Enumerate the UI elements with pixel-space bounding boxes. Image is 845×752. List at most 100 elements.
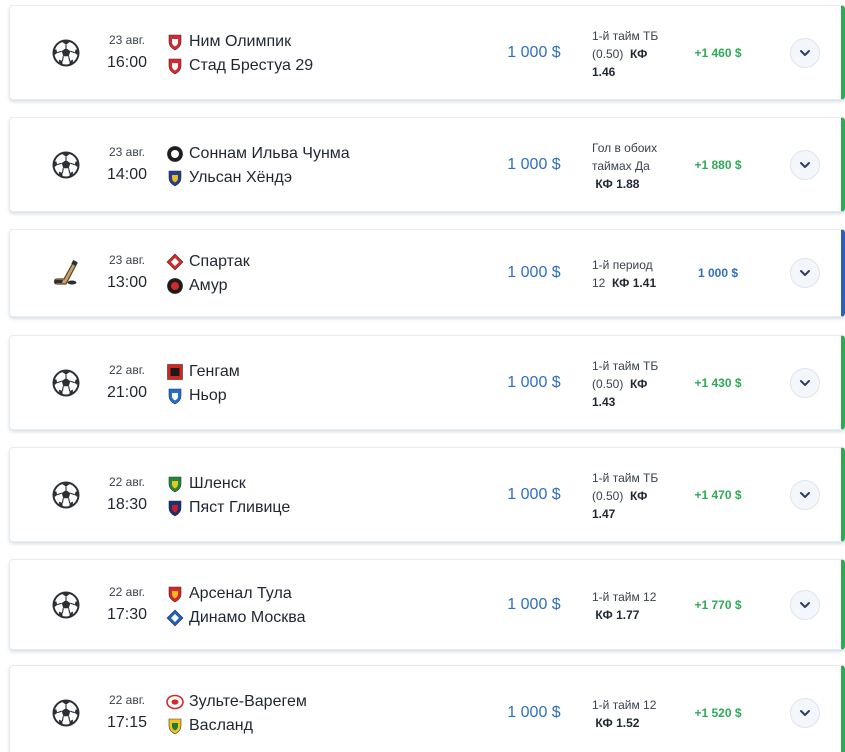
team-name: Генгам	[189, 362, 240, 380]
bet-line: таймах Да	[592, 158, 650, 173]
payout-amount: +1 470 $	[694, 487, 742, 502]
chevron-down-icon	[798, 158, 812, 172]
away-team: Стад Брестуа 29	[166, 55, 313, 77]
bet-card[interactable]: 22 авг. 18:30 Шленск Пяст Гливице 1 000 $ 1-й…	[9, 447, 845, 542]
expand-button[interactable]	[790, 589, 820, 620]
payout-amount: +1 880 $	[694, 157, 742, 172]
team-logo-icon	[166, 499, 184, 517]
match-date: 22 авг.	[109, 584, 145, 599]
bet-card[interactable]: 22 авг. 17:15 Зульте-Варегем Васланд 1 000 $…	[9, 665, 845, 752]
home-team: Зульте-Варегем	[166, 691, 307, 713]
team-name: Зульте-Варегем	[189, 692, 307, 710]
payout-amount: +1 430 $	[694, 375, 742, 390]
team-logo-icon	[166, 475, 184, 493]
chevron-down-icon	[798, 376, 812, 390]
expand-button[interactable]	[790, 258, 820, 288]
team-name: Ньор	[189, 386, 227, 404]
team-name: Васланд	[189, 716, 253, 734]
expand-button[interactable]	[790, 37, 820, 68]
match-date: 22 авг.	[109, 474, 145, 489]
match-time: 16:00	[106, 53, 148, 71]
team-logo-icon	[166, 717, 184, 735]
football-icon	[52, 369, 80, 397]
team-logo-icon	[166, 693, 184, 711]
away-team: Динамо Москва	[166, 607, 305, 629]
bet-line: 1.47	[592, 506, 616, 521]
football-icon	[52, 481, 80, 509]
team-name: Пяст Гливице	[189, 498, 291, 516]
team-logo-icon	[166, 169, 184, 187]
chevron-down-icon	[798, 598, 812, 612]
bet-line: (0.50) КФ	[592, 376, 648, 391]
away-team: Ньор	[166, 385, 227, 407]
home-team: Арсенал Тула	[166, 583, 292, 605]
stake-amount: 1 000 $	[507, 485, 561, 503]
team-logo-icon	[166, 253, 184, 271]
team-logo-icon	[166, 609, 184, 627]
bet-card[interactable]: 23 авг. 14:00 Соннам Ильва Чунма Ульсан Хён…	[9, 117, 845, 212]
hockey-stick-icon	[52, 259, 80, 287]
team-name: Амур	[189, 277, 228, 294]
bet-card[interactable]: 23 авг. 16:00 Ним Олимпик Стад Брестуа 29 1 …	[9, 5, 845, 100]
match-time: 21:00	[106, 383, 148, 401]
payout-amount: +1 770 $	[694, 597, 742, 612]
team-logo-icon	[166, 585, 184, 603]
bet-line: 12 КФ 1.41	[592, 276, 657, 290]
expand-button[interactable]	[790, 697, 820, 728]
bet-line: КФ 1.88	[595, 176, 640, 191]
away-team: Васланд	[166, 715, 253, 737]
expand-button[interactable]	[790, 149, 820, 180]
team-name: Стад Брестуа 29	[189, 56, 314, 74]
payout-amount: +1 460 $	[694, 45, 742, 60]
team-logo-icon	[166, 387, 184, 405]
stake-amount: 1 000 $	[507, 373, 561, 391]
team-logo-icon	[166, 145, 184, 163]
match-time: 17:15	[106, 713, 148, 731]
away-team: Ульсан Хёндэ	[166, 167, 292, 189]
bet-description: 1-й период 12 КФ 1.41	[592, 256, 682, 292]
home-team: Шленск	[166, 473, 246, 495]
match-time: 13:00	[106, 274, 148, 291]
match-date: 23 авг.	[109, 144, 145, 159]
expand-button[interactable]	[790, 479, 820, 510]
bet-line: 1-й тайм ТБ	[592, 470, 659, 485]
expand-button[interactable]	[790, 367, 820, 398]
team-name: Арсенал Тула	[189, 584, 292, 602]
bet-line: 1.46	[592, 64, 616, 79]
team-name: Соннам Ильва Чунма	[189, 144, 350, 162]
bet-line: (0.50) КФ	[592, 488, 648, 503]
bet-card[interactable]: 22 авг. 21:00 Генгам Ньор 1 000 $ 1-й тайм ТБ…	[9, 335, 845, 430]
bet-line: 1.43	[592, 394, 616, 409]
match-time: 14:00	[106, 165, 148, 183]
bet-card[interactable]: 23 авг. 13:00 Спартак Амур 1 000 $ 1-й период…	[9, 229, 845, 317]
chevron-down-icon	[798, 46, 812, 60]
team-logo-icon	[166, 277, 184, 295]
stake-amount: 1 000 $	[507, 264, 561, 281]
team-name: Ним Олимпик	[189, 32, 292, 50]
bet-line: 1-й тайм 12	[592, 697, 657, 712]
stake-amount: 1 000 $	[507, 155, 561, 173]
football-icon	[52, 591, 80, 619]
bet-line: КФ 1.77	[595, 607, 640, 622]
match-date: 22 авг.	[109, 692, 145, 707]
home-team: Спартак	[166, 251, 250, 273]
bet-description: 1-й тайм 12 КФ 1.77	[592, 588, 682, 624]
bet-description: 1-й тайм ТБ (0.50) КФ 1.46	[592, 27, 682, 81]
payout-amount: 1 000 $	[697, 266, 739, 280]
home-team: Ним Олимпик	[166, 31, 291, 53]
stake-amount: 1 000 $	[507, 43, 561, 61]
chevron-down-icon	[798, 488, 812, 502]
bet-description: 1-й тайм ТБ (0.50) КФ 1.47	[592, 469, 682, 523]
match-time: 17:30	[106, 605, 148, 623]
bet-card[interactable]: 22 авг. 17:30 Арсенал Тула Динамо Москва 1 0…	[9, 559, 845, 650]
team-logo-icon	[166, 363, 184, 381]
bet-line: 1-й тайм ТБ	[592, 28, 659, 43]
match-date: 22 авг.	[109, 362, 145, 377]
match-date: 23 авг.	[109, 253, 145, 267]
bet-line: 1-й период	[592, 258, 653, 272]
team-name: Ульсан Хёндэ	[189, 168, 293, 186]
bet-line: (0.50) КФ	[592, 46, 648, 61]
match-time: 18:30	[106, 495, 148, 513]
bet-line: Гол в обоих	[592, 140, 658, 155]
chevron-down-icon	[798, 706, 812, 720]
